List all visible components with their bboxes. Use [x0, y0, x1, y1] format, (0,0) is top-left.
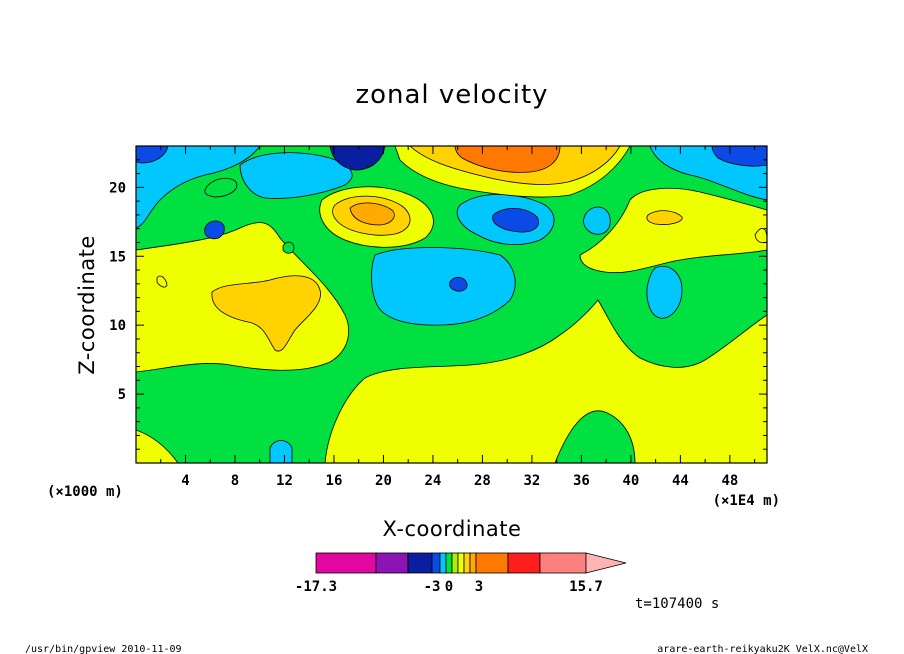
colorbar-segment — [463, 552, 471, 574]
colorbar-extension-arrow — [585, 552, 627, 574]
colorbar-segment — [469, 552, 477, 574]
field-blue-spot-center — [449, 276, 468, 292]
colorbar-label: -17.3 — [295, 579, 337, 595]
x-tick-label: 48 — [721, 473, 738, 489]
x-tick-label: 20 — [375, 473, 392, 489]
footer-right: arare-earth-reikyaku2K_VelX.nc@VelX — [657, 644, 868, 654]
x-tick-label: 32 — [523, 473, 540, 489]
field-blue-top-left — [136, 146, 169, 164]
field-yellow-bottom-left — [136, 429, 179, 463]
x-unit-label: (×1000 m) — [47, 484, 123, 500]
x-tick-label: 36 — [573, 473, 590, 489]
footer-left: /usr/bin/gpview 2010-11-09 — [25, 644, 182, 654]
time-label: t=107400 s — [635, 596, 719, 612]
y-tick-label: 5 — [118, 387, 126, 403]
field-orange-top — [454, 146, 561, 173]
y-axis-label: Z-coordinate — [75, 235, 99, 375]
colorbar-segment — [539, 552, 587, 574]
contour-field — [136, 146, 767, 463]
field-yellow-right-upper — [579, 187, 767, 274]
chart-title: zonal velocity — [355, 80, 548, 110]
colorbar-label: 0 — [445, 579, 453, 595]
x-scale-note: (×1E4 m) — [713, 493, 780, 509]
field-yellow-right-edge — [754, 228, 767, 244]
field-cyan-right-mid — [646, 265, 683, 319]
field-blue-spot-left — [204, 220, 225, 240]
x-tick-label: 44 — [672, 473, 689, 489]
field-darkblue-top — [329, 146, 386, 171]
y-tick-label: 15 — [109, 249, 126, 265]
colorbar-label: 15.7 — [569, 579, 603, 595]
field-blue-mid-arc — [492, 208, 539, 233]
x-tick-label: 40 — [622, 473, 639, 489]
colorbar-labels: -17.3 -3 0 3 15.7 — [295, 579, 603, 595]
colorbar-segment — [315, 552, 377, 574]
x-tick-label: 8 — [231, 473, 239, 489]
field-orange-upper-mid — [349, 202, 395, 226]
field-cyan-upper-mid — [239, 152, 353, 199]
colorbar-segment — [375, 552, 409, 574]
x-tick-label: 28 — [474, 473, 491, 489]
y-tick-label: 10 — [109, 318, 126, 334]
colorbar-segment — [431, 552, 441, 574]
x-tick-label: 24 — [425, 473, 442, 489]
field-cyan-upper-left — [136, 146, 261, 229]
y-tick-label: 20 — [109, 180, 126, 196]
plot-frame — [135, 145, 768, 464]
field-green-spot — [282, 241, 295, 254]
x-tick-label: 12 — [276, 473, 293, 489]
field-blue-top-right — [711, 146, 767, 167]
field-gold-right-spot — [646, 210, 683, 225]
field-gold-left — [211, 275, 321, 352]
colorbar-segment — [475, 552, 509, 574]
colorbar-segment — [451, 552, 459, 574]
y-axis-ticks: 5 10 15 20 — [109, 159, 767, 450]
field-yellow-bottom — [324, 299, 767, 463]
field-green-upper-left-arc — [204, 177, 238, 198]
colorbar-segment — [445, 552, 453, 574]
x-axis-ticks: 4 8 12 16 20 24 28 32 36 40 44 48 — [160, 146, 756, 489]
colorbar-segment — [457, 552, 465, 574]
colorbar-label: -3 — [424, 579, 441, 595]
x-axis-label: X-coordinate — [383, 517, 522, 541]
colorbar-label: 3 — [475, 579, 483, 595]
field-cyan-spot — [583, 206, 611, 235]
x-tick-label: 16 — [326, 473, 343, 489]
field-yellow-tiny — [156, 275, 168, 288]
x-tick-label: 4 — [181, 473, 189, 489]
colorbar — [315, 552, 627, 574]
field-cyan-bottom — [269, 440, 293, 463]
field-cyan-center — [371, 247, 516, 326]
colorbar-segment — [439, 552, 447, 574]
colorbar-segment — [507, 552, 541, 574]
colorbar-segment — [407, 552, 433, 574]
